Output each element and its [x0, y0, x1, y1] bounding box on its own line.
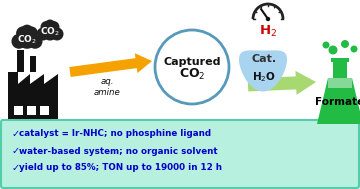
Text: H$_2$O: H$_2$O — [252, 70, 276, 84]
Bar — [17, 50, 24, 72]
Text: H$_2$: H$_2$ — [259, 23, 277, 39]
Text: yield up to 85%; TON up to 19000 in 12 h: yield up to 85%; TON up to 19000 in 12 h — [19, 163, 222, 173]
Circle shape — [17, 29, 37, 49]
Text: CO$_2$: CO$_2$ — [40, 26, 60, 38]
Bar — [30, 56, 36, 72]
Circle shape — [50, 28, 63, 40]
Text: Cat.: Cat. — [251, 54, 276, 64]
Circle shape — [45, 19, 55, 30]
Text: water-based system; no organic solvent: water-based system; no organic solvent — [19, 146, 218, 156]
Circle shape — [16, 26, 30, 40]
Polygon shape — [248, 71, 316, 95]
Circle shape — [28, 34, 42, 49]
Text: CO$_2$: CO$_2$ — [17, 34, 37, 46]
Text: Formate: Formate — [315, 97, 360, 107]
Circle shape — [24, 26, 38, 40]
Bar — [333, 60, 347, 78]
Circle shape — [341, 40, 349, 48]
Bar — [331, 58, 349, 62]
Text: ✓: ✓ — [12, 129, 20, 139]
Polygon shape — [239, 50, 287, 91]
Circle shape — [36, 28, 50, 40]
Circle shape — [266, 17, 270, 21]
Circle shape — [329, 46, 338, 54]
Bar — [328, 78, 352, 88]
Circle shape — [41, 23, 58, 40]
Polygon shape — [69, 53, 152, 77]
Circle shape — [48, 21, 59, 33]
Circle shape — [351, 46, 357, 53]
Polygon shape — [317, 78, 360, 124]
Circle shape — [323, 42, 329, 49]
Circle shape — [12, 34, 26, 49]
Bar — [27, 106, 36, 115]
Polygon shape — [8, 72, 58, 119]
Polygon shape — [332, 114, 348, 124]
Text: CO$_2$: CO$_2$ — [179, 67, 205, 81]
Circle shape — [155, 30, 229, 104]
Text: ✓: ✓ — [12, 163, 20, 173]
Bar — [14, 106, 23, 115]
FancyBboxPatch shape — [1, 120, 359, 188]
Text: catalyst = Ir-NHC; no phosphine ligand: catalyst = Ir-NHC; no phosphine ligand — [19, 129, 211, 139]
Text: aq.
amine: aq. amine — [94, 77, 120, 97]
Circle shape — [40, 21, 53, 33]
Circle shape — [21, 25, 33, 37]
Text: ✓: ✓ — [12, 146, 20, 156]
Bar — [40, 106, 49, 115]
Text: Captured: Captured — [163, 57, 221, 67]
